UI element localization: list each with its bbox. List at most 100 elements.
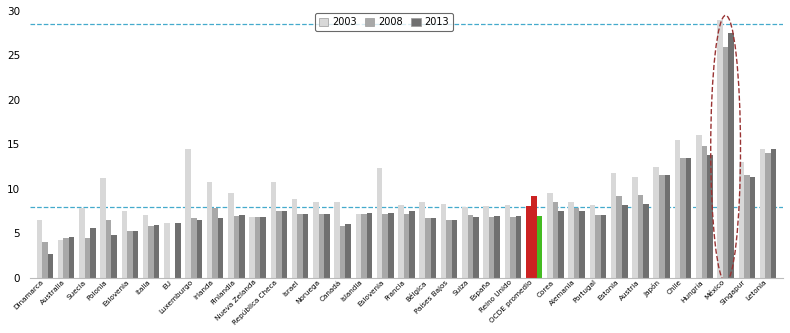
- Bar: [750, 177, 755, 278]
- Bar: [58, 240, 63, 278]
- Bar: [255, 217, 261, 278]
- Bar: [723, 47, 728, 278]
- Bar: [318, 214, 324, 278]
- Bar: [239, 215, 245, 278]
- Bar: [622, 205, 627, 278]
- Bar: [404, 214, 409, 278]
- Bar: [441, 204, 446, 278]
- Bar: [702, 146, 707, 278]
- Bar: [595, 215, 600, 278]
- Bar: [559, 211, 564, 278]
- Bar: [516, 216, 521, 278]
- Bar: [680, 158, 686, 278]
- Bar: [653, 166, 659, 278]
- Bar: [553, 202, 559, 278]
- Bar: [505, 205, 510, 278]
- Bar: [154, 225, 160, 278]
- Bar: [643, 204, 649, 278]
- Bar: [127, 230, 133, 278]
- Bar: [297, 214, 303, 278]
- Bar: [100, 178, 106, 278]
- Bar: [532, 196, 537, 278]
- Bar: [462, 207, 468, 278]
- Bar: [191, 218, 197, 278]
- Legend: 2003, 2008, 2013: 2003, 2008, 2013: [315, 13, 453, 31]
- Bar: [85, 238, 90, 278]
- Bar: [739, 162, 744, 278]
- Bar: [388, 213, 393, 278]
- Bar: [106, 220, 111, 278]
- Bar: [276, 211, 281, 278]
- Bar: [616, 196, 622, 278]
- Bar: [686, 158, 691, 278]
- Bar: [419, 202, 425, 278]
- Bar: [425, 218, 431, 278]
- Bar: [483, 206, 489, 278]
- Bar: [489, 217, 495, 278]
- Bar: [611, 173, 616, 278]
- Bar: [638, 195, 643, 278]
- Bar: [164, 222, 170, 278]
- Bar: [324, 214, 329, 278]
- Bar: [197, 220, 202, 278]
- Bar: [186, 149, 191, 278]
- Bar: [234, 216, 239, 278]
- Bar: [377, 168, 382, 278]
- Bar: [111, 235, 117, 278]
- Bar: [574, 208, 579, 278]
- Bar: [69, 237, 74, 278]
- Bar: [452, 220, 457, 278]
- Bar: [510, 217, 516, 278]
- Bar: [579, 211, 585, 278]
- Bar: [589, 205, 595, 278]
- Bar: [473, 217, 479, 278]
- Bar: [149, 226, 154, 278]
- Bar: [122, 211, 127, 278]
- Bar: [292, 199, 297, 278]
- Bar: [659, 175, 664, 278]
- Bar: [446, 220, 452, 278]
- Bar: [707, 155, 713, 278]
- Bar: [90, 228, 96, 278]
- Bar: [303, 214, 308, 278]
- Bar: [696, 136, 702, 278]
- Bar: [526, 206, 532, 278]
- Bar: [218, 218, 224, 278]
- Bar: [361, 214, 367, 278]
- Bar: [398, 205, 404, 278]
- Bar: [228, 193, 234, 278]
- Bar: [175, 222, 181, 278]
- Bar: [766, 153, 771, 278]
- Bar: [63, 238, 69, 278]
- Bar: [632, 177, 638, 278]
- Bar: [382, 214, 388, 278]
- Bar: [760, 149, 766, 278]
- Bar: [468, 215, 473, 278]
- Bar: [717, 20, 723, 278]
- Bar: [270, 181, 276, 278]
- Bar: [547, 193, 553, 278]
- Bar: [207, 181, 213, 278]
- Bar: [281, 211, 287, 278]
- Bar: [250, 217, 255, 278]
- Bar: [367, 213, 372, 278]
- Bar: [771, 149, 777, 278]
- Bar: [345, 224, 351, 278]
- Bar: [133, 230, 138, 278]
- Bar: [409, 211, 415, 278]
- Bar: [334, 202, 340, 278]
- Bar: [675, 140, 680, 278]
- Bar: [261, 217, 266, 278]
- Bar: [42, 242, 47, 278]
- Bar: [340, 226, 345, 278]
- Bar: [47, 254, 53, 278]
- Bar: [36, 220, 42, 278]
- Bar: [728, 33, 734, 278]
- Bar: [537, 216, 543, 278]
- Bar: [431, 218, 436, 278]
- Bar: [568, 202, 574, 278]
- Bar: [213, 208, 218, 278]
- Bar: [744, 175, 750, 278]
- Bar: [143, 215, 149, 278]
- Bar: [79, 208, 85, 278]
